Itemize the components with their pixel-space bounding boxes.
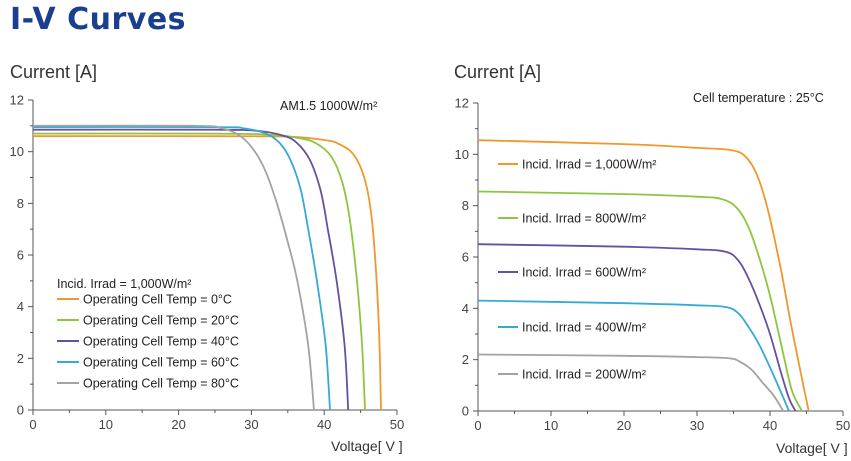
x-tick-label: 10 (99, 417, 113, 432)
x-tick-label: 30 (244, 417, 258, 432)
legend-label: Operating Cell Temp = 60°C (83, 356, 239, 370)
series-line (477, 243, 797, 412)
page-title: I-V Curves (10, 2, 187, 37)
series-line (477, 353, 784, 412)
y-tick-label: 12 (10, 93, 24, 108)
y-tick-label: 6 (17, 248, 24, 263)
y-axis-label: Current [A] (454, 62, 541, 82)
y-tick-label: 10 (10, 144, 24, 159)
y-tick-label: 4 (462, 301, 469, 316)
y-tick-label: 12 (455, 96, 469, 111)
y-tick-label: 8 (462, 198, 469, 213)
x-tick-label: 0 (474, 418, 481, 433)
x-tick-label: 40 (317, 417, 331, 432)
y-tick-label: 0 (17, 403, 24, 418)
legend-label: Incid. Irrad = 600W/m² (522, 266, 646, 280)
y-tick-label: 0 (462, 404, 469, 419)
legend-label: Operating Cell Temp = 80°C (83, 377, 239, 391)
x-tick-label: 0 (29, 417, 36, 432)
y-axis-label: Current [A] (10, 62, 97, 82)
y-tick-label: 6 (462, 250, 469, 265)
x-tick-label: 20 (171, 417, 185, 432)
chart-annotation: AM1.5 1000W/m² (280, 99, 377, 113)
x-axis-label: Voltage[ V ] (776, 440, 848, 456)
y-tick-label: 2 (462, 352, 469, 367)
y-tick-label: 8 (17, 196, 24, 211)
series-line (477, 190, 803, 412)
x-tick-label: 50 (390, 417, 404, 432)
legend-label: Incid. Irrad = 400W/m² (522, 321, 646, 335)
series-line (32, 135, 382, 411)
x-tick-label: 50 (836, 418, 850, 433)
legend-label: Operating Cell Temp = 40°C (83, 335, 239, 349)
chart-annotation: Cell temperature : 25°C (693, 91, 824, 105)
legend-label: Incid. Irrad = 800W/m² (522, 212, 646, 226)
series-line (32, 124, 315, 411)
y-tick-label: 2 (17, 351, 24, 366)
x-tick-label: 40 (763, 418, 777, 433)
y-tick-label: 10 (455, 147, 469, 162)
series-line (32, 126, 331, 411)
x-tick-label: 10 (544, 418, 558, 433)
legend-title: Incid. Irrad = 1,000W/m² (57, 277, 191, 291)
legend-label: Incid. Irrad = 1,000W/m² (522, 158, 656, 172)
x-tick-label: 30 (690, 418, 704, 433)
series-line (32, 132, 366, 411)
y-tick-label: 4 (17, 299, 24, 314)
series-line (477, 299, 790, 412)
legend-label: Operating Cell Temp = 20°C (83, 314, 239, 328)
legend-label: Operating Cell Temp = 0°C (83, 293, 232, 307)
x-tick-label: 20 (617, 418, 631, 433)
legend-label: Incid. Irrad = 200W/m² (522, 368, 646, 382)
series-line (477, 139, 810, 412)
x-axis-label: Voltage[ V ] (331, 438, 403, 454)
